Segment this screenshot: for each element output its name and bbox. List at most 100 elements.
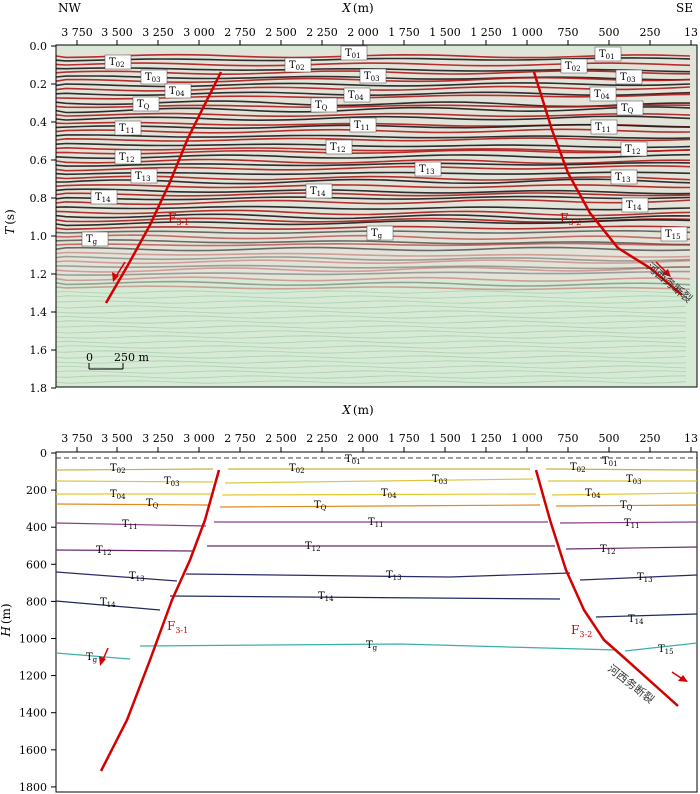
horizon-label-text: T02 bbox=[109, 57, 125, 69]
seismic-reflector bbox=[56, 219, 691, 227]
horizon-label-text: T15 bbox=[665, 229, 681, 241]
depth-horizon-line bbox=[56, 480, 214, 483]
seismic-reflector bbox=[56, 213, 691, 220]
horizon-label-box bbox=[310, 97, 338, 113]
top-x-ticks: 3 750 3 500 3 250 3 000 2 750 2 500 2 250 2 000… bbox=[61, 26, 698, 45]
top-x-tick-label: 1 750 bbox=[388, 26, 420, 39]
seismic-reflector bbox=[56, 137, 691, 142]
top-y-tick-label: 1.8 bbox=[30, 382, 48, 395]
horizon-label-box bbox=[305, 183, 333, 199]
slip-arrow-right-top bbox=[655, 261, 671, 277]
depth-horizon-line bbox=[139, 643, 618, 651]
horizon-label: T11 bbox=[590, 119, 618, 135]
seismic-reflector bbox=[56, 134, 691, 140]
horizon-label-box bbox=[660, 226, 688, 242]
bottom-y-tick-label: 1600 bbox=[19, 744, 47, 757]
horizon-label-text: T04 bbox=[110, 489, 126, 501]
seismic-reflector bbox=[56, 53, 691, 59]
top-y-tick-label: 0.4 bbox=[30, 116, 48, 129]
top-x-tick-label: 1 250 bbox=[470, 26, 502, 39]
horizon-label-text: T02 bbox=[289, 60, 305, 72]
seismic-reflector bbox=[56, 82, 691, 88]
depth-horizon-line bbox=[551, 492, 697, 496]
horizon-label: T13 bbox=[414, 161, 442, 177]
seismic-noise-band bbox=[56, 370, 687, 374]
top-x-tick-label: 500 bbox=[599, 26, 620, 39]
seismic-reflector bbox=[56, 266, 691, 273]
seismic-reflector bbox=[56, 270, 690, 276]
horizon-label-text: T11 bbox=[122, 519, 138, 531]
horizon-label-box bbox=[132, 96, 160, 112]
horizon-label-box bbox=[140, 69, 168, 85]
horizon-label-text: T14 bbox=[310, 186, 326, 198]
horizon-label-box bbox=[359, 68, 387, 84]
horizon-label-text: T01 bbox=[345, 48, 361, 60]
bottom-x-tick-label: 1 250 bbox=[470, 432, 502, 445]
depth-horizon-line bbox=[185, 572, 571, 578]
top-x-tick-label: 2 000 bbox=[347, 26, 379, 39]
depth-horizon-line bbox=[56, 503, 211, 506]
horizon-label-text: Tg bbox=[371, 228, 383, 240]
top-y-tick-label: 1.6 bbox=[30, 344, 48, 357]
top-x-tick-label: 3 000 bbox=[183, 26, 215, 39]
horizon-label: T14 bbox=[318, 591, 334, 603]
slip-arrow-left-bottom bbox=[99, 647, 109, 666]
horizon-label-text: T02 bbox=[289, 463, 305, 475]
fault-f3-2-top bbox=[532, 71, 683, 296]
horizon-label-box bbox=[343, 87, 371, 103]
bottom-x-tick-label: 2 000 bbox=[347, 432, 379, 445]
bottom-y-tick-label: 600 bbox=[26, 558, 47, 571]
horizon-label: T13 bbox=[130, 168, 158, 184]
bottom-y-axis-title: H(m) bbox=[0, 603, 13, 637]
scale-bar: 0 250 m bbox=[86, 351, 149, 370]
horizon-label: TQ bbox=[132, 96, 160, 112]
horizon-label-box bbox=[130, 168, 158, 184]
horizon-label-text: T12 bbox=[625, 144, 641, 156]
horizon-label-box bbox=[114, 149, 142, 165]
depth-horizon-line bbox=[221, 493, 537, 496]
depth-horizon-line bbox=[56, 549, 195, 552]
top-x-axis-title: X (m) bbox=[341, 1, 373, 15]
bottom-y-tick-label: 800 bbox=[26, 595, 47, 608]
depth-horizon-line bbox=[545, 468, 697, 471]
bottom-x-tick-label: 2 500 bbox=[265, 432, 297, 445]
horizon-label-text: T12 bbox=[600, 544, 616, 556]
horizon-label: Tg bbox=[81, 231, 109, 247]
bottom-x-ticks: 3 750 3 500 3 250 3 000 2 750 2 500 2 250 2 000… bbox=[61, 432, 698, 452]
horizon-label-text: T04 bbox=[381, 488, 397, 500]
bottom-y-tick-label: 0 bbox=[40, 447, 47, 460]
bottom-x-tick-label: 1 000 bbox=[511, 432, 543, 445]
horizon-label: T04 bbox=[110, 489, 126, 501]
horizon-label-text: T02 bbox=[565, 61, 581, 73]
horizon-label: TQ bbox=[616, 100, 644, 116]
horizon-label-text: T02 bbox=[110, 463, 126, 475]
horizon-label: T01 bbox=[594, 46, 622, 62]
horizon-label-text: T12 bbox=[305, 541, 321, 553]
bottom-x-tick-label: 1 500 bbox=[429, 432, 461, 445]
horizon-label: T15 bbox=[660, 226, 688, 242]
horizon-label-text: T11 bbox=[595, 122, 611, 134]
depth-horizon-line bbox=[595, 613, 697, 618]
horizon-label: T13 bbox=[637, 572, 653, 584]
top-y-tick-label: 0.8 bbox=[30, 192, 48, 205]
depth-horizon-line bbox=[56, 522, 207, 527]
horizon-label-box bbox=[164, 83, 192, 99]
horizon-label-text: T13 bbox=[637, 572, 653, 584]
horizon-label: T01 bbox=[345, 454, 361, 466]
bottom-y-tick-label: 1000 bbox=[19, 633, 47, 646]
seismic-reflector bbox=[56, 246, 691, 252]
horizon-label: T12 bbox=[325, 139, 353, 155]
horizon-label: T12 bbox=[96, 545, 112, 557]
top-y-tick-label: 0.0 bbox=[30, 40, 48, 53]
horizon-label-box bbox=[594, 46, 622, 62]
horizon-label: T15 bbox=[658, 644, 674, 656]
seismic-reflector bbox=[56, 259, 691, 265]
horizon-label-text: T03 bbox=[626, 474, 642, 486]
seismic-reflector bbox=[56, 112, 691, 118]
horizon-label-text: T01 bbox=[602, 456, 618, 468]
top-panel-frame bbox=[55, 44, 698, 388]
horizon-label: T03 bbox=[432, 474, 448, 486]
horizon-label: T14 bbox=[90, 189, 118, 205]
horizon-label-text: T11 bbox=[368, 517, 384, 529]
